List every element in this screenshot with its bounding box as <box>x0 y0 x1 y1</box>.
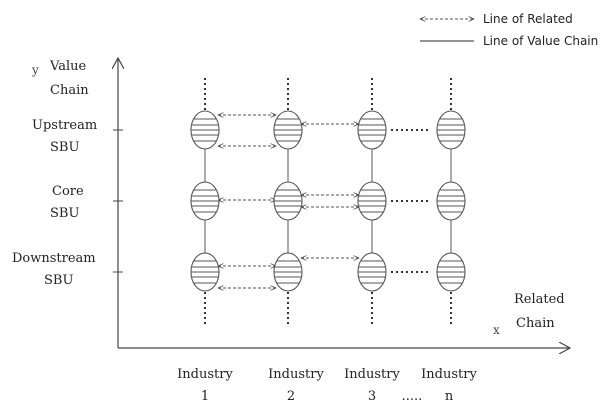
column-label-2-line1: Industry <box>268 367 324 382</box>
axes: y Value Chain x Related Chain <box>31 58 570 348</box>
y-axis-label-line1: Value <box>49 59 86 74</box>
legend-value-chain-label: Line of Value Chain <box>483 34 598 48</box>
x-axis-label-line2: Chain <box>516 316 555 331</box>
column-dotted-extensions <box>204 78 452 325</box>
x-axis-letter: x <box>493 323 500 337</box>
column-ellipsis: ..... <box>402 389 423 404</box>
column-label-3-line1: Industry <box>344 367 400 382</box>
column-label-n-line2: n <box>445 389 454 404</box>
sbu-node-downstream-industry-n <box>436 252 466 292</box>
column-label-1-line1: Industry <box>177 367 233 382</box>
sbu-node-downstream-industry-3 <box>357 252 387 292</box>
sbu-node-upstream-industry-n <box>436 110 466 150</box>
sbu-node-downstream-industry-1 <box>190 252 220 292</box>
sbu-node-upstream-industry-2 <box>273 110 303 150</box>
row-label-upstream-line1: Upstream <box>32 118 97 133</box>
x-axis-label-line1: Related <box>514 292 565 307</box>
column-label-2-line2: 2 <box>287 389 295 404</box>
row-label-upstream-line2: SBU <box>50 140 79 155</box>
row-label-core-line1: Core <box>52 184 84 199</box>
column-label-n-line1: Industry <box>421 367 477 382</box>
y-axis-label-line2: Chain <box>50 83 89 98</box>
row-label-downstream-line1: Downstream <box>12 251 96 266</box>
sbu-node-core-industry-1 <box>190 181 220 221</box>
sbu-node-core-industry-3 <box>357 181 387 221</box>
legend: Line of Related Line of Value Chain <box>420 12 598 48</box>
row-ellipsis-dots <box>391 129 428 273</box>
sbu-node-core-industry-n <box>436 181 466 221</box>
value-chain-links <box>204 149 452 253</box>
sbu-node-upstream-industry-1 <box>190 110 220 150</box>
sbu-node-downstream-industry-2 <box>273 252 303 292</box>
row-label-downstream-line2: SBU <box>44 273 73 288</box>
row-labels: Upstream SBU Core SBU Downstream SBU <box>12 118 97 288</box>
sbu-node-upstream-industry-3 <box>357 110 387 150</box>
sbu-nodes <box>190 110 466 292</box>
row-label-core-line2: SBU <box>50 206 79 221</box>
column-label-1-line2: 1 <box>201 389 209 404</box>
sbu-node-core-industry-2 <box>273 181 303 221</box>
y-axis-letter: y <box>31 63 39 77</box>
column-label-3-line2: 3 <box>368 389 376 404</box>
legend-related-label: Line of Related <box>483 12 573 26</box>
column-labels: Industry 1 Industry 2 Industry 3 ..... I… <box>177 367 477 404</box>
